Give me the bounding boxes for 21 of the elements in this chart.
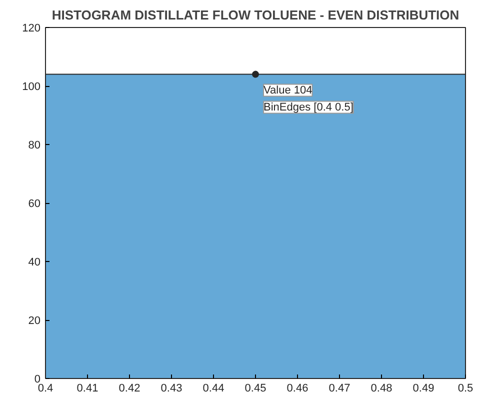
y-tick-label: 20 xyxy=(28,315,41,327)
x-tick-label: 0.44 xyxy=(202,382,224,394)
x-tick-label: 0.47 xyxy=(328,382,350,394)
x-tick-label: 0.46 xyxy=(286,382,308,394)
annotation: Value 104 xyxy=(264,84,312,96)
y-tick-label: 80 xyxy=(28,140,41,152)
x-tick-label: 0.4 xyxy=(38,382,54,394)
y-tick-label: 40 xyxy=(28,256,41,268)
y-tick-label: 60 xyxy=(28,198,41,210)
x-tick-label: 0.45 xyxy=(244,382,266,394)
y-tick-label: 120 xyxy=(22,22,41,34)
x-tick-label: 0.41 xyxy=(76,382,98,394)
x-tick-label: 0.43 xyxy=(160,382,182,394)
x-tick-label: 0.42 xyxy=(118,382,140,394)
x-tick-label: 0.49 xyxy=(412,382,434,394)
y-tick-label: 0 xyxy=(34,374,41,386)
x-tick-label: 0.48 xyxy=(370,382,392,394)
x-tick-label: 0.5 xyxy=(458,382,474,394)
y-tick-label: 100 xyxy=(22,81,41,93)
chart-title: HISTOGRAM DISTILLATE FLOW TOLUENE - EVEN DISTRIBUTION xyxy=(52,8,460,22)
annotation: BinEdges [0.4 0.5] xyxy=(264,101,354,114)
